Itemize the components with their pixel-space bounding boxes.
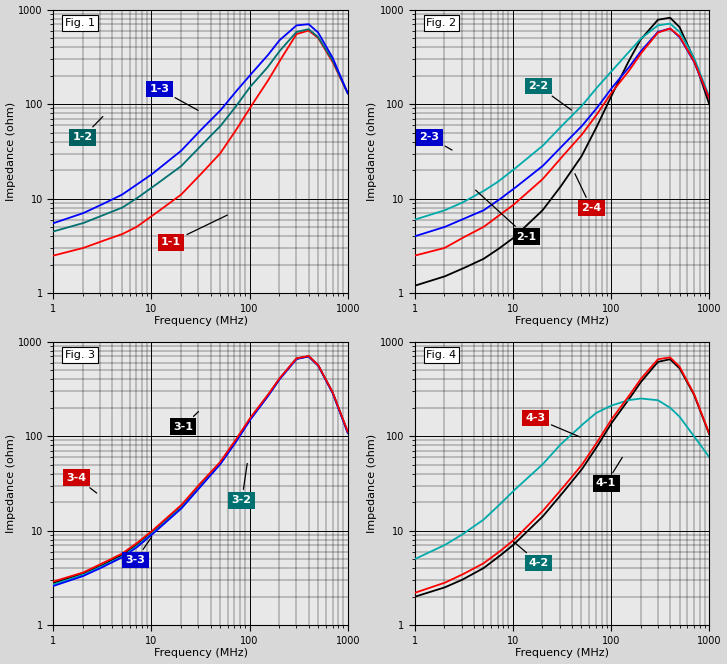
- Text: 3-1: 3-1: [173, 412, 198, 432]
- Text: 2-3: 2-3: [419, 132, 452, 150]
- Text: 4-2: 4-2: [514, 542, 548, 568]
- Text: 3-4: 3-4: [67, 473, 97, 493]
- Text: 3-3: 3-3: [126, 537, 152, 565]
- Text: 4-3: 4-3: [526, 413, 580, 437]
- Text: 1-1: 1-1: [161, 215, 228, 247]
- Text: 1-3: 1-3: [149, 84, 198, 110]
- Text: Fig. 4: Fig. 4: [427, 350, 457, 360]
- Text: 2-1: 2-1: [475, 190, 537, 242]
- Text: Fig. 2: Fig. 2: [427, 18, 457, 28]
- X-axis label: Frequency (MHz): Frequency (MHz): [515, 317, 609, 327]
- Text: Fig. 1: Fig. 1: [65, 18, 95, 28]
- Y-axis label: Impedance (ohm): Impedance (ohm): [367, 434, 377, 533]
- Text: 1-2: 1-2: [73, 116, 103, 142]
- Text: 3-2: 3-2: [232, 463, 252, 505]
- X-axis label: Frequency (MHz): Frequency (MHz): [153, 317, 247, 327]
- Y-axis label: Impedance (ohm): Impedance (ohm): [6, 102, 15, 201]
- Text: 2-4: 2-4: [575, 174, 601, 213]
- Text: 2-2: 2-2: [529, 81, 571, 110]
- Y-axis label: Impedance (ohm): Impedance (ohm): [367, 102, 377, 201]
- Text: Fig. 3: Fig. 3: [65, 350, 95, 360]
- X-axis label: Frequency (MHz): Frequency (MHz): [515, 649, 609, 659]
- X-axis label: Frequency (MHz): Frequency (MHz): [153, 649, 247, 659]
- Y-axis label: Impedance (ohm): Impedance (ohm): [6, 434, 15, 533]
- Text: 4-1: 4-1: [596, 457, 622, 489]
